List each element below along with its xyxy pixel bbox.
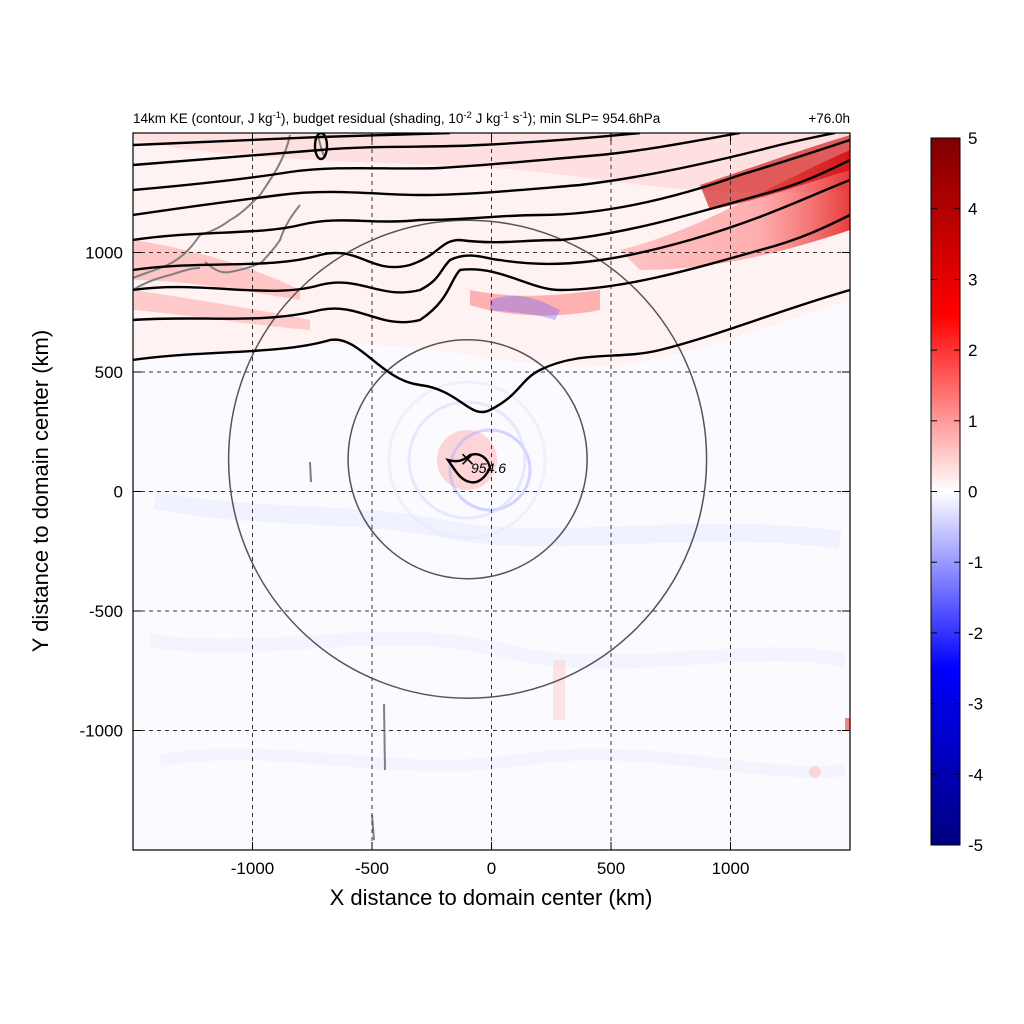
colorbar-tick-label: 3 [968, 270, 977, 289]
title-sup-d: -1 [519, 110, 527, 121]
colorbar-tick-label: -1 [968, 553, 983, 572]
range-ring [227, 219, 708, 699]
colorbar-tick-label: 0 [968, 483, 977, 502]
colorbar-tick-label: 2 [968, 341, 977, 360]
x-tick-label: 0 [487, 859, 496, 878]
colorbar-tick-label: -2 [968, 624, 983, 643]
x-ticks: -1000 -500 0 500 1000 [231, 133, 750, 878]
range-rings [227, 219, 708, 699]
y-tick-label: 500 [95, 363, 123, 382]
y-tick-label: -500 [89, 602, 123, 621]
title-sup-a: -1 [273, 110, 281, 121]
colorbar-tick-label: -3 [968, 695, 983, 714]
ke-contours [133, 133, 850, 484]
forecast-time: +76.0h [808, 111, 850, 126]
title-part-d: s [509, 111, 520, 126]
min-slp-annotation: 954.6 [471, 460, 506, 476]
y-tick-label: 0 [114, 483, 123, 502]
residual-shading [133, 133, 850, 778]
chart-title: 14km KE (contour, J kg-1), budget residu… [133, 110, 661, 126]
x-tick-label: -1000 [231, 859, 274, 878]
y-ticks: -1000 -500 0 500 1000 [80, 244, 850, 741]
title-part-b: ), budget residual (shading, 10 [281, 111, 463, 126]
storm-center-marker [462, 453, 474, 465]
title-part-c: J kg [472, 111, 501, 126]
colorbar-tick-label: 4 [968, 200, 977, 219]
x-axis-title: X distance to domain center (km) [330, 885, 653, 910]
title-sup-b: -2 [463, 110, 471, 121]
colorbar-tick-label: -5 [968, 836, 983, 855]
y-tick-label: -1000 [80, 722, 123, 741]
colorbar-tick-label: 1 [968, 412, 977, 431]
y-tick-label: 1000 [85, 244, 123, 263]
x-tick-label: 500 [597, 859, 625, 878]
y-axis-title: Y distance to domain center (km) [28, 330, 53, 652]
colorbar-tick-label: 5 [968, 129, 977, 148]
colorbar-ticks: 5 4 3 2 1 0 -1 -2 -3 -4 -5 [931, 129, 983, 855]
title-sup-c: -1 [500, 110, 508, 121]
title-part-a: 14km KE (contour, J kg [133, 111, 273, 126]
colorbar-tick-label: -4 [968, 765, 983, 784]
title-part-e: ); min SLP= 954.6hPa [528, 111, 661, 126]
range-ring [347, 338, 588, 580]
x-tick-label: -500 [355, 859, 389, 878]
x-tick-label: 1000 [712, 859, 750, 878]
